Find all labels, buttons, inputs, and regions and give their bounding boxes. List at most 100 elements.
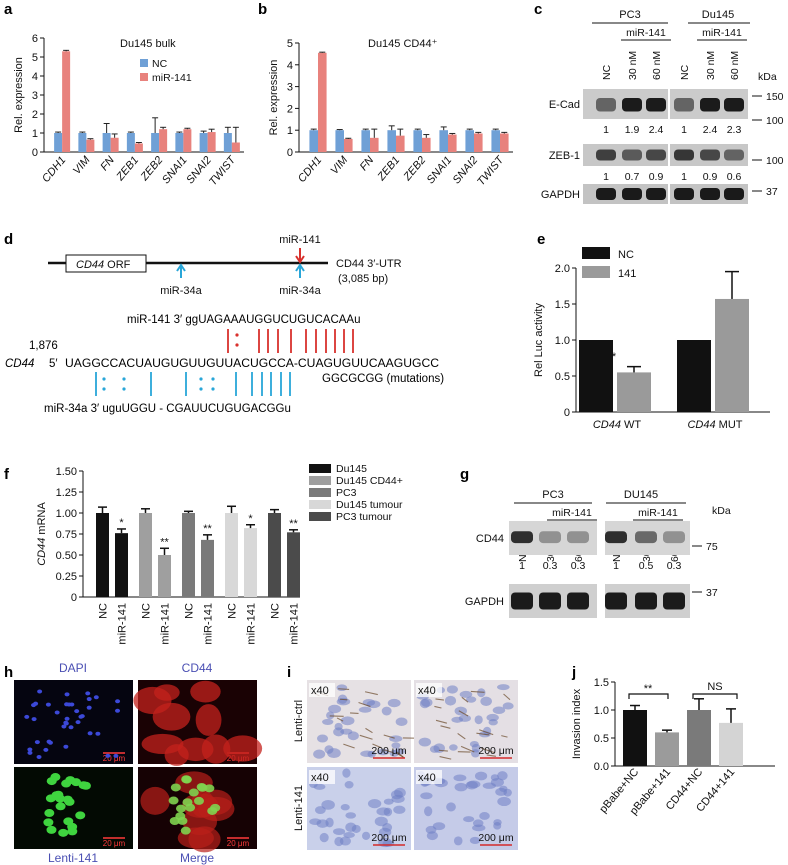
micrograph-tile [14, 680, 133, 764]
scale-label: 200 μm [371, 745, 406, 757]
cd44-signal [201, 734, 231, 764]
bar-141-CD44 MUT [715, 298, 749, 412]
ihc-nucleus [418, 737, 432, 747]
ihc-stain [479, 729, 494, 736]
category-label: VIM [71, 154, 93, 177]
ihc-nucleus [339, 836, 351, 846]
blot-band [622, 149, 642, 161]
cd44-utr-diagram: CD44 ORF CD44 3′-UTR (3,085 bp) miR-34a miR-… [5, 234, 444, 415]
bar-NC-SNAI1 [439, 130, 448, 152]
quant-value: 2.4 [649, 124, 664, 136]
merge-green-signal [188, 788, 199, 797]
legend-swatch [140, 59, 148, 67]
merge-green-signal [204, 784, 215, 793]
bar-miR-141-CDH1 [318, 52, 327, 153]
blot-band [635, 531, 657, 544]
blot-group-label: PC3 [619, 9, 640, 21]
blot-row-label: CD44 [476, 533, 504, 545]
blot-band [646, 98, 666, 112]
utr-label: CD44 3′-UTR [336, 258, 402, 270]
blot-band [511, 531, 533, 544]
blot-row-label: GAPDH [465, 596, 504, 608]
ihc-nucleus [314, 806, 326, 815]
bar-miR-141-SNAI2 [474, 133, 483, 152]
ihc-stain [440, 725, 451, 729]
ihc-nucleus [453, 774, 467, 782]
category-label: CD44 MUT [687, 419, 742, 431]
bar-label: NC [184, 603, 196, 619]
ihc-nucleus [343, 832, 355, 839]
mir34a-label-2: miR-34a [279, 285, 321, 297]
y-tick-label: 1.00 [56, 508, 77, 520]
mir34a-label: miR-34a [160, 285, 202, 297]
ihc-nucleus [322, 718, 334, 726]
category-label: SNAI1 [425, 154, 455, 186]
legend-label: NC [618, 249, 634, 261]
category-label: CDH1 [40, 154, 68, 185]
gfp-cell [62, 795, 73, 804]
dapi-nucleus [66, 702, 72, 707]
y-tick-label: 4 [287, 60, 293, 72]
lane-label: 60 nM [651, 51, 663, 80]
ihc-nucleus [361, 831, 371, 840]
ihc-nucleus [449, 744, 458, 751]
significance-star: ** [203, 523, 212, 535]
dapi-nucleus [63, 744, 69, 749]
legend-label: Du145 [336, 463, 367, 475]
quant-value: 0.3 [543, 560, 558, 572]
blot-band [567, 531, 589, 544]
bar-NC-ZEB2 [413, 130, 422, 152]
bar-label: miR-141 [117, 603, 129, 645]
blot-band [539, 531, 561, 544]
ihc-nucleus [389, 749, 400, 757]
ihc-nucleus [313, 749, 326, 759]
bar-NC-SNAI1 [175, 133, 184, 152]
blot-band [539, 592, 561, 610]
dapi-nucleus [61, 724, 67, 729]
panel-c: c PC3 miR-141 Du145 miR-141 NC 30 nM 60 nM NC 30… [534, 1, 784, 204]
ihc-nucleus [490, 774, 500, 781]
bar-label: NC [227, 603, 239, 619]
bar-miR-141-ZEB1 [134, 143, 143, 152]
magnification-label: x40 [418, 685, 436, 697]
ihc-stain [336, 717, 344, 722]
category-label: SNAI1 [160, 154, 190, 186]
category-label: CDH1 [296, 154, 324, 185]
blot-band [646, 188, 666, 200]
bar-PC3-miR-141 [201, 539, 214, 597]
bar-miR-141-SNAI1 [448, 134, 457, 152]
ihc-stain [338, 688, 350, 690]
gfp-cell [58, 828, 69, 837]
ihc-nucleus [367, 750, 376, 758]
ihc-nucleus [367, 798, 382, 809]
dapi-nucleus [68, 725, 74, 730]
ihc-stain [439, 756, 452, 760]
ihc-nucleus [474, 771, 488, 781]
orf-box [65, 254, 147, 273]
ihc-nucleus [474, 715, 483, 725]
quant-value: 0.7 [625, 171, 640, 183]
bar-miR-141-TWIST [231, 142, 240, 152]
blot-group-label: DU145 [624, 489, 658, 501]
ihc-nucleus [319, 832, 329, 843]
wobble-dot-blue [199, 377, 203, 381]
magnification-label: x40 [311, 772, 329, 784]
ihc-nucleus [426, 831, 438, 841]
wobble-dot-blue [211, 387, 215, 391]
y-tick-label: 3 [32, 90, 38, 102]
blot-row-label: GAPDH [541, 189, 580, 201]
category-label: CD44 WT [593, 419, 642, 431]
mir34a-site-arrow-2 [295, 263, 305, 278]
bar-CD44+NC [687, 710, 711, 766]
blot-mir-label: miR-141 [552, 507, 592, 519]
ihc-nucleus [444, 695, 457, 706]
legend-label: PC3 [336, 487, 357, 499]
ihc-nucleus [391, 742, 401, 749]
quant-value: 0.9 [703, 171, 718, 183]
dapi-nucleus [37, 689, 43, 694]
lane-label: NC [679, 64, 691, 80]
ihc-nucleus [328, 704, 342, 714]
blot-band [596, 98, 616, 112]
ihc-nucleus [463, 816, 475, 823]
